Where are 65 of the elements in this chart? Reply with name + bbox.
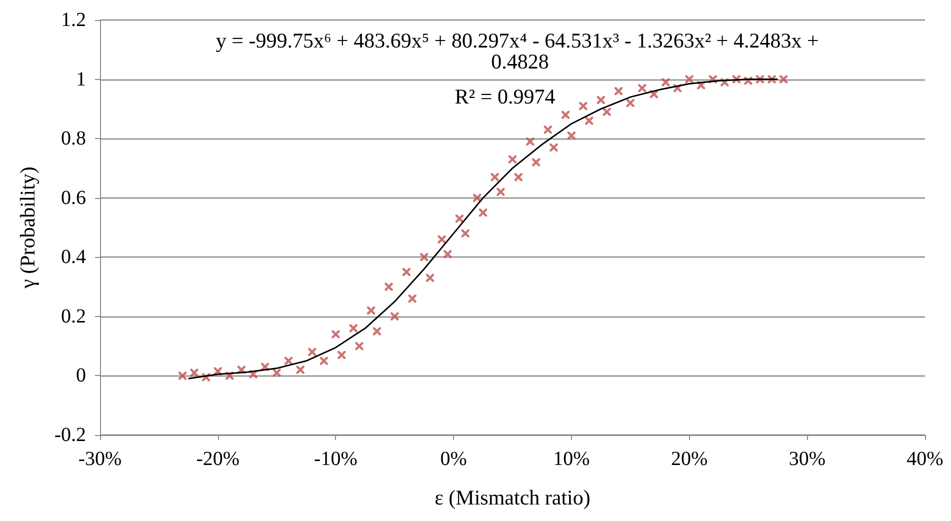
x-tick-label: 30% bbox=[788, 448, 826, 470]
x-tick-label: 10% bbox=[553, 448, 590, 470]
point bbox=[402, 268, 410, 276]
point bbox=[190, 368, 198, 377]
point bbox=[408, 294, 416, 303]
annotation: y = -999.75x⁶ + 483.69x⁵ + 80.297x⁴ - 64.531x³ - 1.3263x² + 4.2483x + 0.4828 bbox=[216, 28, 824, 74]
point bbox=[579, 102, 588, 110]
point bbox=[461, 229, 470, 238]
point bbox=[308, 348, 316, 356]
point bbox=[602, 108, 611, 116]
x-tick-label: -10% bbox=[314, 448, 358, 470]
y-tick-label: 1 bbox=[76, 68, 86, 90]
point bbox=[544, 126, 552, 134]
annotation: R² = 0.9974 bbox=[454, 84, 556, 108]
point bbox=[526, 138, 534, 146]
point bbox=[178, 372, 186, 380]
point bbox=[596, 96, 605, 104]
y-tick-label: 0.8 bbox=[61, 128, 86, 150]
point bbox=[685, 75, 694, 84]
y-tick-label: 0.4 bbox=[61, 246, 86, 268]
point bbox=[320, 356, 328, 365]
point bbox=[367, 306, 376, 314]
point bbox=[585, 116, 594, 125]
x-tick-label: 20% bbox=[670, 448, 708, 470]
x-tick-label: -30% bbox=[78, 448, 122, 470]
point bbox=[496, 188, 505, 196]
point bbox=[355, 342, 364, 350]
point bbox=[638, 84, 646, 92]
point bbox=[390, 312, 399, 320]
point bbox=[562, 110, 570, 119]
point bbox=[455, 214, 464, 223]
y-tick-label: 0.6 bbox=[61, 186, 86, 209]
point bbox=[372, 327, 381, 336]
x-tick-label: -20% bbox=[196, 448, 240, 470]
point bbox=[614, 87, 623, 96]
point bbox=[662, 78, 670, 86]
point bbox=[508, 155, 516, 164]
point bbox=[420, 253, 428, 262]
y-tick-label: 0.2 bbox=[61, 305, 86, 328]
y-tick-label: 1.2 bbox=[61, 9, 86, 31]
point bbox=[473, 194, 482, 202]
point bbox=[490, 173, 499, 182]
point bbox=[532, 158, 540, 166]
point bbox=[550, 143, 558, 152]
point bbox=[338, 350, 346, 359]
point bbox=[438, 235, 446, 244]
point bbox=[296, 366, 304, 374]
x-axis-title: ε (Mismatch ratio) bbox=[434, 486, 590, 510]
point bbox=[514, 173, 522, 182]
x-tick-label: 0% bbox=[440, 448, 467, 470]
point bbox=[284, 356, 293, 365]
y-tick-label: 0 bbox=[76, 364, 86, 387]
point bbox=[479, 208, 488, 217]
point bbox=[349, 324, 358, 332]
point bbox=[272, 368, 281, 377]
x-tick-label: 40% bbox=[906, 448, 944, 470]
point bbox=[384, 282, 393, 291]
point bbox=[626, 99, 634, 107]
y-axis-title: γ (Probability) bbox=[16, 166, 40, 290]
point bbox=[567, 132, 576, 140]
point bbox=[426, 274, 434, 282]
point bbox=[332, 330, 340, 338]
point bbox=[780, 75, 788, 84]
y-tick-label: -0.2 bbox=[54, 424, 86, 446]
point bbox=[444, 250, 452, 258]
